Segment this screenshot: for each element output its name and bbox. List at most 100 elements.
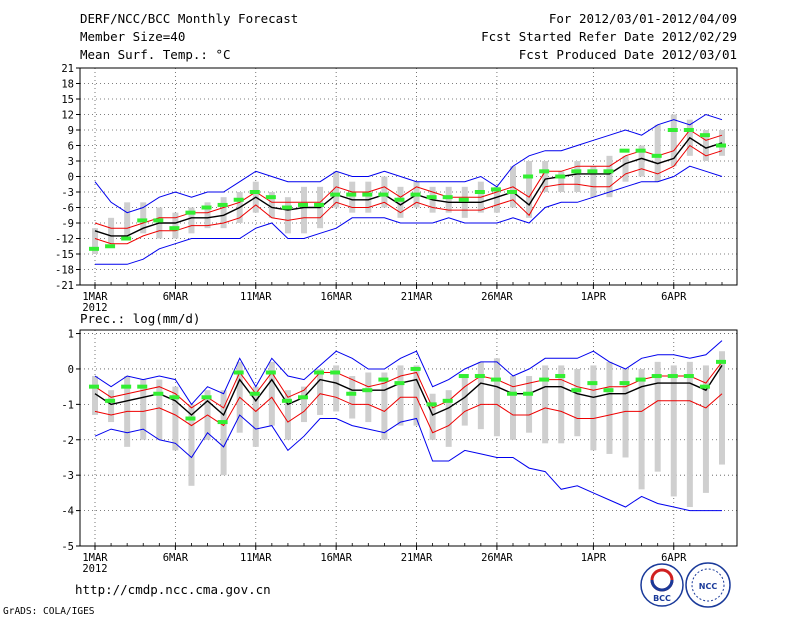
prec-obs-marker bbox=[89, 384, 99, 389]
prec-obs-marker bbox=[378, 377, 389, 382]
header-produced-date: Fcst Produced Date 2012/03/01 bbox=[519, 47, 737, 62]
temp-obs-marker bbox=[121, 236, 132, 241]
prec-xtick-label: 6APR bbox=[661, 552, 687, 564]
prec-spread-box bbox=[477, 361, 484, 430]
temp-spread-box bbox=[268, 192, 275, 218]
header-member-size: Member Size=40 bbox=[80, 29, 185, 44]
temp-obs-marker bbox=[394, 197, 405, 202]
prec-spread-box bbox=[156, 379, 163, 440]
prec-obs-marker bbox=[571, 388, 582, 393]
prec-obs-marker bbox=[185, 416, 196, 421]
temp-spread-box bbox=[349, 181, 356, 213]
prec-obs-marker bbox=[474, 374, 485, 379]
temp-xtick-sublabel: 2012 bbox=[82, 302, 107, 314]
header-start-date: Fcst Started Refer Date 2012/02/29 bbox=[481, 29, 737, 44]
prec-spread-box bbox=[606, 361, 613, 454]
temp-obs-marker bbox=[619, 148, 630, 153]
temp-spread-box bbox=[622, 155, 629, 182]
prec-obs-marker bbox=[523, 391, 534, 396]
prec-ytick-label: 0 bbox=[68, 364, 74, 376]
prec-obs-marker bbox=[153, 391, 164, 396]
temp-spread-box bbox=[140, 202, 147, 234]
prec-obs-marker bbox=[555, 374, 566, 379]
temp-obs-marker bbox=[539, 169, 550, 174]
prec-ytick-label: -2 bbox=[61, 435, 74, 447]
temp-ytick-label: -21 bbox=[55, 280, 74, 292]
prec-obs-marker bbox=[394, 381, 405, 386]
prec-obs-marker bbox=[683, 374, 694, 379]
temp-obs-marker bbox=[153, 218, 164, 223]
prec-xtick-label: 21MAR bbox=[401, 552, 433, 564]
prec-obs-marker bbox=[619, 381, 630, 386]
prec-ytick-label: -3 bbox=[61, 470, 74, 482]
prec-ytick-label: -5 bbox=[61, 541, 74, 553]
prec-ytick-label: 1 bbox=[68, 329, 74, 341]
temp-obs-marker bbox=[410, 192, 421, 197]
prec-spread-box bbox=[526, 376, 533, 433]
temp-obs-marker bbox=[233, 197, 244, 202]
prec-obs-marker bbox=[716, 359, 726, 364]
prec-spread-box bbox=[284, 390, 291, 440]
temp-obs-marker bbox=[330, 192, 341, 197]
temp-xtick-label: 6MAR bbox=[163, 291, 189, 303]
prec-spread-box bbox=[252, 386, 259, 447]
temp-ytick-label: 9 bbox=[68, 125, 74, 137]
temp-obs-marker bbox=[169, 226, 180, 231]
bcc-logo-text: BCC bbox=[653, 594, 671, 603]
temp-ytick-label: 15 bbox=[61, 94, 74, 106]
prec-obs-marker bbox=[410, 366, 421, 371]
temp-spread-box bbox=[654, 124, 661, 182]
prec-spread-box bbox=[558, 365, 565, 444]
temp-spread-box bbox=[638, 145, 645, 177]
prec-spread-box bbox=[381, 372, 388, 440]
prec-obs-marker bbox=[330, 370, 341, 375]
prec-spread-box bbox=[702, 365, 709, 493]
temp-spread-box bbox=[284, 197, 291, 234]
temp-obs-marker bbox=[89, 246, 99, 251]
prec-spread-box bbox=[654, 361, 661, 472]
temp-line-q25 bbox=[94, 144, 723, 245]
temp-obs-marker bbox=[426, 195, 437, 200]
prec-obs-marker bbox=[346, 391, 357, 396]
prec-line-q25 bbox=[94, 393, 723, 434]
prec-line-min bbox=[94, 414, 722, 512]
prec-spread-box bbox=[429, 393, 436, 440]
prec-spread-box bbox=[510, 376, 516, 440]
prec-obs-marker bbox=[281, 398, 292, 403]
prec-spread-box bbox=[445, 390, 452, 447]
temp-spread-box bbox=[365, 181, 372, 213]
prec-spread-box bbox=[493, 358, 500, 437]
prec-ytick-label: -1 bbox=[61, 399, 74, 411]
temp-obs-marker bbox=[523, 174, 534, 179]
temp-obs-marker bbox=[555, 174, 566, 179]
temp-spread-box bbox=[220, 197, 227, 229]
temp-obs-marker bbox=[716, 143, 726, 148]
source-url: http://cmdp.ncc.cma.gov.cn bbox=[75, 582, 271, 597]
prec-spread-box bbox=[333, 365, 340, 412]
prec-spread-box bbox=[638, 368, 645, 490]
temp-obs-marker bbox=[683, 128, 694, 132]
prec-obs-marker bbox=[490, 377, 501, 382]
temp-spread-box bbox=[301, 186, 307, 234]
bcc-logo: BCC bbox=[640, 563, 684, 607]
prec-obs-marker bbox=[699, 384, 710, 389]
temp-ytick-label: -12 bbox=[55, 234, 74, 246]
prec-obs-marker bbox=[507, 391, 517, 396]
prec-spread-box bbox=[590, 365, 597, 451]
prec-obs-marker bbox=[314, 370, 325, 375]
temp-obs-marker bbox=[249, 190, 260, 194]
prec-xtick-label: 1MAR bbox=[82, 552, 108, 564]
temp-obs-marker bbox=[265, 195, 276, 200]
temp-line-mean bbox=[94, 136, 723, 237]
prec-ytick-label: -4 bbox=[61, 506, 74, 518]
temp-obs-marker bbox=[185, 210, 196, 215]
temp-ytick-label: -6 bbox=[61, 203, 74, 215]
temp-xtick-label: 16MAR bbox=[320, 291, 352, 303]
temp-obs-marker bbox=[474, 190, 485, 194]
temp-ytick-label: 18 bbox=[61, 79, 74, 91]
temp-spread-box bbox=[493, 186, 500, 213]
prec-xtick-sublabel: 2012 bbox=[82, 563, 107, 575]
prec-spread-box bbox=[397, 365, 404, 426]
